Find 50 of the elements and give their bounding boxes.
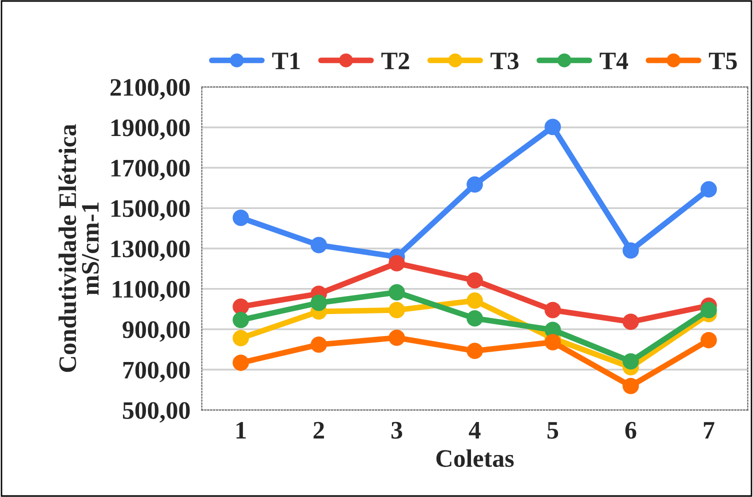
- y-tick-label: 700,00: [123, 362, 190, 382]
- point: [466, 292, 483, 309]
- y-tick-label: 1500,00: [111, 200, 190, 221]
- point: [310, 236, 327, 254]
- point: [622, 242, 639, 259]
- point: [310, 336, 327, 353]
- point: [700, 332, 717, 348]
- point: [232, 312, 249, 328]
- point: [544, 118, 561, 136]
- legend-label: T1: [272, 52, 300, 70]
- point: [388, 284, 405, 300]
- point: [232, 298, 249, 315]
- legend-label: T4: [600, 52, 628, 70]
- point: [622, 314, 639, 330]
- point: [622, 353, 639, 370]
- y-tick-label: 1700,00: [111, 160, 190, 180]
- legend-label: T2: [381, 52, 410, 70]
- y-tick-label: 500,00: [122, 402, 190, 423]
- point: [310, 294, 327, 311]
- x-tick-label: 5: [548, 422, 558, 439]
- point: [622, 378, 639, 394]
- point: [388, 302, 405, 318]
- legend-label: T3: [490, 52, 518, 70]
- y-tick-label: 1300,00: [111, 240, 190, 262]
- point: [232, 354, 249, 371]
- y-tick-label: 2100,00: [110, 79, 190, 100]
- point: [466, 272, 483, 289]
- point: [700, 302, 717, 318]
- x-axis-title: Coletas: [436, 449, 514, 467]
- y-axis-title: Condutividade Elétrica mS/cm-1: [58, 124, 99, 372]
- x-tick-label: 2: [314, 422, 324, 438]
- point: [700, 181, 717, 198]
- y-tick-label: 1100,00: [112, 280, 190, 302]
- point: [544, 302, 561, 318]
- point: [388, 255, 405, 272]
- point: [388, 330, 405, 346]
- x-tick-label: 6: [625, 422, 636, 439]
- legend-label: T5: [708, 52, 737, 70]
- point: [466, 176, 483, 193]
- x-tick-label: 3: [391, 422, 402, 439]
- x-tick-label: 7: [704, 422, 714, 438]
- point: [232, 330, 249, 346]
- point: [466, 342, 483, 360]
- point: [544, 334, 561, 350]
- point: [232, 210, 249, 226]
- y-tick-label: 1900,00: [111, 119, 190, 140]
- x-tick-label: 4: [468, 422, 481, 438]
- y-tick-label: 900,00: [122, 321, 190, 342]
- x-tick-label: 1: [236, 422, 246, 438]
- point: [466, 310, 483, 327]
